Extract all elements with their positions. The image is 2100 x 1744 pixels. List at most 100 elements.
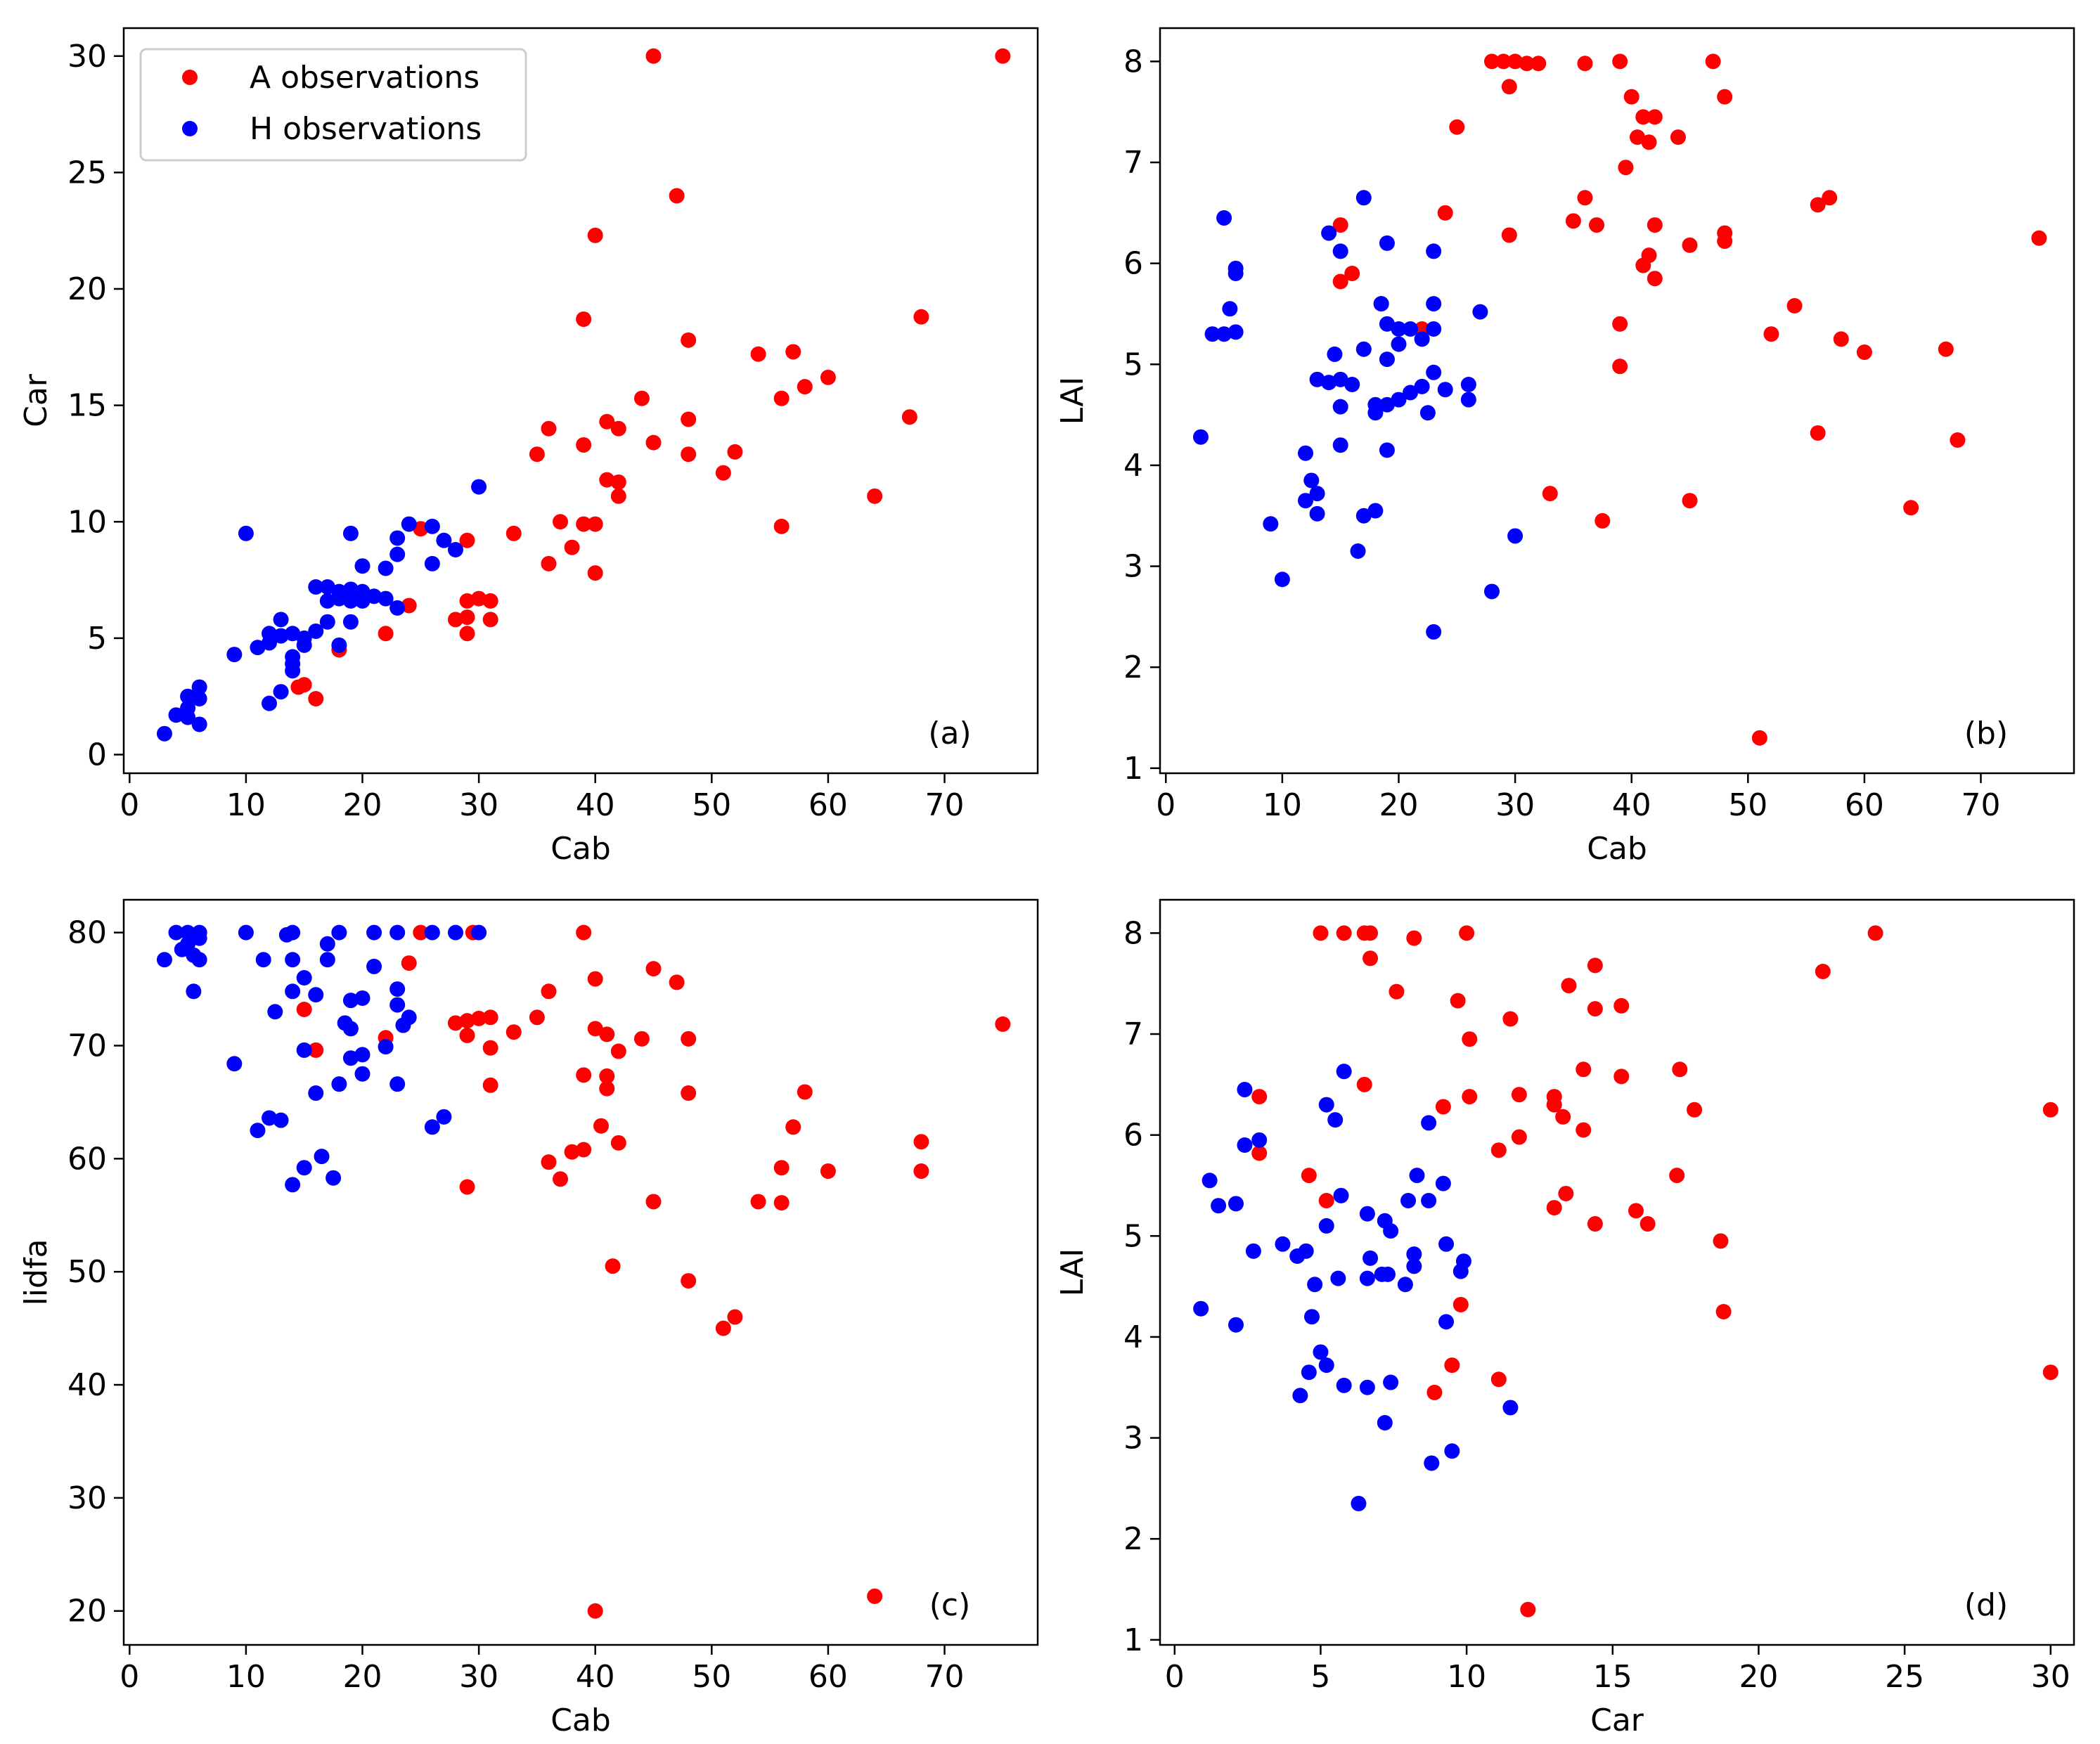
point-b-h-16	[1391, 321, 1407, 337]
point-d-h-17	[1318, 1217, 1334, 1234]
point-a-a-37	[773, 518, 790, 534]
point-c-a-19	[308, 1042, 324, 1058]
point-b-h-30	[1379, 396, 1395, 413]
point-b-a-21	[1589, 217, 1605, 233]
point-d-a-8	[1815, 963, 1831, 979]
point-c-h-6	[285, 924, 301, 941]
point-a-h-22	[354, 593, 371, 609]
point-d-h-47	[1377, 1415, 1393, 1431]
point-b-h-29	[1367, 405, 1384, 421]
point-a-h-5	[436, 532, 452, 548]
point-c-a-18	[482, 1040, 498, 1056]
point-c-h-0	[168, 924, 184, 941]
point-b-h-45	[1309, 486, 1325, 502]
y-tick-label-b-1: 2	[1123, 650, 1143, 685]
y-tick-label-d-4: 5	[1123, 1218, 1143, 1254]
point-d-h-41	[1301, 1364, 1317, 1381]
point-c-h-3	[191, 930, 207, 946]
legend-label-a: A observations	[250, 60, 479, 96]
point-a-a-18	[529, 446, 545, 463]
point-d-h-21	[1245, 1243, 1261, 1259]
x-tick-label-a-5: 50	[692, 787, 731, 823]
point-a-h-19	[331, 590, 347, 607]
point-c-a-49	[715, 1320, 731, 1336]
point-a-a-49	[290, 679, 307, 695]
x-tick-label-c-6: 60	[809, 1659, 848, 1695]
point-c-a-50	[867, 1588, 883, 1604]
point-d-h-0	[1237, 1082, 1253, 1098]
x-tick-label-d-3: 15	[1593, 1659, 1632, 1695]
point-c-h-46	[250, 1123, 266, 1139]
point-b-h-20	[1355, 341, 1372, 357]
x-tick-label-c-1: 10	[226, 1659, 266, 1695]
point-a-h-17	[366, 588, 382, 605]
x-tick-label-b-6: 60	[1845, 787, 1884, 823]
point-c-h-29	[389, 997, 406, 1013]
point-b-a-44	[1612, 359, 1628, 375]
point-b-a-14	[1641, 134, 1657, 150]
x-tick-label-d-6: 30	[2031, 1659, 2070, 1695]
point-a-h-45	[168, 707, 184, 723]
y-tick-label-d-5: 6	[1123, 1118, 1143, 1154]
point-b-a-46	[1950, 432, 1966, 448]
point-c-h-44	[262, 1110, 278, 1126]
point-c-h-24	[389, 981, 406, 997]
point-b-h-18	[1426, 321, 1442, 337]
point-b-h-46	[1298, 493, 1314, 509]
point-c-a-10	[529, 1009, 545, 1026]
point-a-h-1	[238, 525, 254, 541]
point-b-a-2	[1507, 53, 1524, 70]
point-c-h-20	[319, 936, 335, 952]
point-b-a-28	[1682, 237, 1698, 253]
point-d-a-41	[1640, 1216, 1656, 1232]
point-d-h-44	[1359, 1379, 1375, 1395]
point-c-a-39	[773, 1160, 790, 1176]
point-a-a-35	[541, 555, 557, 571]
point-c-a-20	[587, 1021, 603, 1037]
point-c-a-28	[482, 1077, 498, 1093]
point-d-h-6	[1251, 1132, 1268, 1148]
point-d-h-43	[1336, 1377, 1352, 1393]
y-tick-label-b-2: 3	[1123, 549, 1143, 585]
point-a-h-33	[262, 635, 278, 651]
y-tick-label-a-1: 5	[87, 621, 107, 657]
point-b-a-24	[1810, 197, 1826, 213]
point-d-h-2	[1318, 1097, 1334, 1113]
plot-frame-b	[1159, 27, 2075, 775]
point-c-h-39	[354, 1066, 371, 1082]
point-c-h-32	[342, 1021, 359, 1037]
panel-d: 0 5 10 15 20 25 30 1 2 3 4 5 6 7 8 Car LAI (d)	[1055, 898, 2075, 1738]
point-b-h-40	[1332, 437, 1348, 453]
point-b-a-49	[1903, 500, 1919, 516]
point-c-h-36	[378, 1039, 394, 1055]
point-a-a-27	[867, 488, 883, 504]
point-a-h-11	[354, 558, 371, 574]
point-b-a-22	[1647, 217, 1663, 233]
point-d-h-15	[1359, 1206, 1375, 1222]
point-d-a-11	[1561, 978, 1577, 994]
point-c-a-15	[505, 1024, 522, 1040]
point-a-a-36	[587, 565, 603, 581]
point-d-a-31	[1511, 1129, 1527, 1145]
panel-tag-c: (c)	[929, 1587, 971, 1623]
point-a-h-28	[273, 628, 289, 644]
point-b-a-3	[1519, 56, 1535, 72]
point-b-h-21	[1327, 346, 1343, 362]
point-d-h-28	[1406, 1258, 1422, 1274]
point-c-a-16	[459, 1028, 475, 1044]
point-a-h-0	[471, 479, 487, 495]
plot-frame-a	[122, 27, 1039, 775]
point-c-h-8	[366, 924, 382, 941]
point-d-h-9	[1228, 1196, 1244, 1212]
point-d-h-13	[1400, 1193, 1417, 1209]
point-d-h-38	[1438, 1314, 1455, 1330]
point-c-h-53	[186, 983, 202, 1000]
point-b-a-7	[1705, 53, 1721, 70]
x-tick-label-d-2: 10	[1447, 1659, 1486, 1695]
point-b-a-11	[1635, 109, 1651, 125]
point-a-h-18	[378, 590, 394, 607]
point-c-a-37	[576, 1142, 592, 1158]
point-d-a-1	[1336, 925, 1352, 941]
y-axis-label-b: LAI	[1055, 377, 1090, 425]
